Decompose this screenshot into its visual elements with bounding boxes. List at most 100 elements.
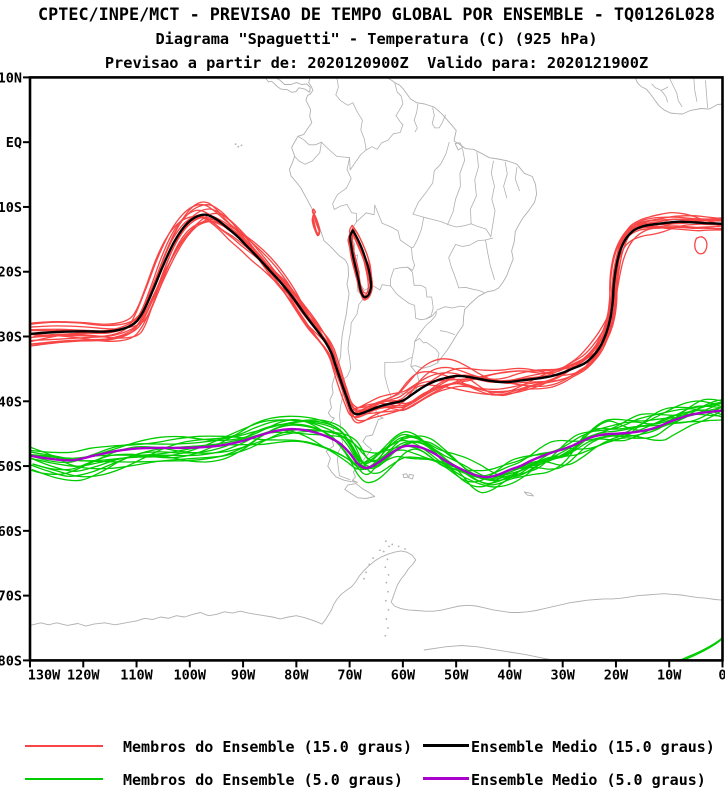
island-outline (454, 142, 463, 151)
island-speck (240, 144, 243, 147)
island-speck (365, 571, 368, 574)
legend-label-mean-5: Ensemble Medio (5.0 graus) (471, 771, 706, 789)
island-speck (384, 599, 387, 602)
country-border (651, 83, 668, 91)
country-border (294, 141, 322, 165)
country-border (439, 330, 455, 335)
country-border (349, 149, 367, 171)
coastline (635, 78, 722, 115)
lat-label: 80S (0, 653, 22, 669)
lon-label: 90W (231, 667, 256, 683)
island-speck (404, 548, 406, 550)
lon-label: 50W (444, 667, 469, 683)
country-border (434, 114, 446, 129)
island-outline (523, 491, 534, 497)
island-speck (391, 543, 394, 546)
ensemble-member (31, 407, 720, 478)
country-border (458, 286, 485, 293)
island-speck (387, 627, 389, 629)
lon-label: 60W (391, 667, 416, 683)
island-speck (397, 545, 400, 548)
island-speck (384, 540, 387, 543)
country-border (705, 80, 708, 109)
country-border (447, 210, 496, 238)
country-border (410, 338, 440, 367)
coastline (423, 645, 552, 660)
lon-label: 80W (284, 667, 309, 683)
country-border (394, 82, 404, 126)
island-speck (385, 581, 388, 584)
ensemble-mean-loop (348, 229, 373, 299)
country-border (676, 92, 683, 107)
lon-label: 100W (174, 667, 207, 683)
ensemble-mean-5-layer (31, 409, 722, 479)
ensemble-mean-15 (31, 213, 722, 416)
green-corner-contour (683, 638, 722, 660)
run-valid-times: Previsao a partir de: 2020120900Z Valido… (104, 54, 649, 72)
lat-label: 50S (0, 459, 22, 475)
lat-label: 30S (0, 330, 22, 346)
lat-label: 70S (0, 589, 22, 605)
country-border (490, 160, 496, 212)
island-speck (387, 573, 390, 576)
lon-label: 120W (67, 667, 100, 683)
ensemble-mean-5 (31, 409, 722, 479)
legend-line-mean-15 (423, 744, 469, 747)
island-speck (382, 550, 385, 553)
country-border (390, 266, 434, 321)
lat-label: 10N (0, 70, 22, 86)
lat-label: 10S (0, 200, 22, 216)
country-border (447, 148, 466, 225)
country-border (436, 305, 466, 311)
lat-label: 20S (0, 265, 22, 281)
lon-label: 110W (120, 667, 153, 683)
legend-line-members-5 (25, 778, 103, 780)
legend-line-members-15 (25, 745, 103, 747)
island-outline (402, 473, 409, 479)
country-border (503, 161, 508, 199)
ensemble-member-loop (311, 214, 321, 237)
coastline (31, 550, 722, 627)
legend-label-mean-15: Ensemble Medio (15.0 graus) (471, 738, 715, 756)
map-frame (23, 76, 724, 668)
island-speck (384, 566, 387, 569)
island-speck (363, 577, 365, 580)
country-border (413, 103, 419, 133)
lat-label: 40S (0, 394, 22, 410)
country-border (455, 237, 494, 247)
ensemble-member (31, 215, 722, 413)
island-speck (379, 549, 381, 552)
lon-label: 40W (497, 667, 522, 683)
lon-label: 130W (28, 667, 61, 683)
island-outline (344, 483, 376, 499)
coastline (265, 78, 311, 93)
country-border (335, 78, 367, 151)
island-speck (386, 558, 389, 561)
country-border (514, 167, 520, 192)
lat-label: EQ (6, 135, 22, 151)
country-border (297, 135, 322, 146)
lon-label: 70W (337, 667, 362, 683)
ensemble-member (31, 203, 722, 419)
ensemble-member (31, 405, 722, 486)
country-border (384, 356, 413, 363)
lat-label: 60S (0, 524, 22, 540)
lon-label: 30W (550, 667, 575, 683)
island-speck (372, 557, 374, 559)
country-border (411, 216, 425, 249)
plot-border (28, 76, 724, 662)
lon-label: 0 (718, 667, 725, 683)
lon-label: 10W (657, 667, 682, 683)
legend-label-members-15: Membros do Ensemble (15.0 graus) (123, 738, 412, 756)
ensemble-member (31, 204, 721, 415)
country-border (321, 141, 350, 159)
country-border (384, 362, 392, 398)
legend-label-members-5: Membros do Ensemble (5.0 graus) (123, 771, 403, 789)
island-speck (387, 590, 389, 593)
island-speck (385, 618, 388, 620)
country-border (414, 310, 437, 343)
ensemble-members-15-layer (31, 201, 722, 424)
country-border (448, 244, 460, 289)
country-border (412, 141, 450, 215)
